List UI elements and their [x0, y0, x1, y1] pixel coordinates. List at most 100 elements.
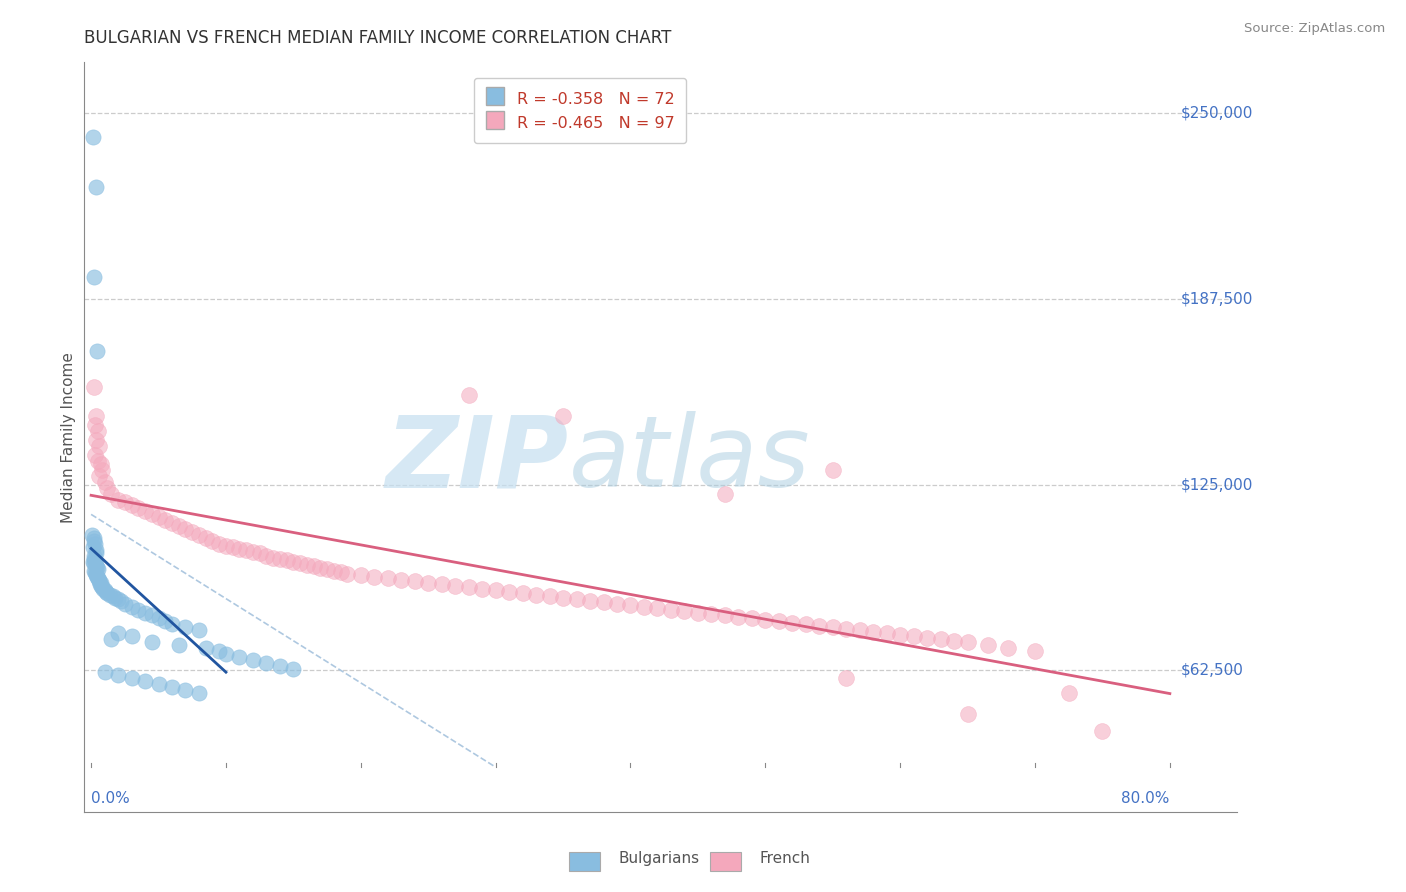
Point: [83, 531, 105, 545]
Point: [215, 539, 238, 553]
Point: [350, 568, 373, 582]
Point: [606, 597, 628, 611]
Point: [512, 586, 534, 600]
Point: [86, 546, 108, 560]
Point: [148, 677, 170, 691]
Point: [215, 647, 238, 661]
Point: [551, 409, 574, 424]
Point: [903, 629, 925, 643]
Point: [155, 615, 177, 629]
Point: [160, 680, 183, 694]
Point: [141, 635, 163, 649]
Point: [194, 641, 217, 656]
Point: [782, 615, 804, 630]
Point: [977, 638, 1000, 652]
Point: [96, 481, 118, 495]
Point: [174, 620, 197, 634]
Text: $62,500: $62,500: [1181, 663, 1243, 678]
Point: [835, 622, 858, 636]
Point: [876, 626, 898, 640]
Y-axis label: Median Family Income: Median Family Income: [60, 351, 76, 523]
Point: [269, 659, 291, 673]
Point: [329, 566, 352, 580]
Point: [83, 557, 105, 571]
Point: [174, 522, 197, 536]
Point: [228, 541, 250, 556]
Point: [87, 562, 110, 576]
Point: [148, 611, 170, 625]
Point: [538, 589, 561, 603]
Point: [83, 379, 105, 393]
Point: [1057, 686, 1080, 700]
Point: [714, 486, 737, 500]
Point: [127, 602, 149, 616]
Point: [127, 501, 149, 516]
Point: [322, 564, 344, 578]
Point: [471, 582, 494, 596]
Point: [84, 537, 107, 551]
Text: $250,000: $250,000: [1181, 105, 1253, 120]
Point: [148, 510, 170, 524]
Point: [498, 584, 520, 599]
Point: [87, 424, 110, 438]
Point: [565, 592, 588, 607]
Point: [249, 546, 271, 560]
Point: [134, 606, 156, 620]
Point: [794, 617, 817, 632]
Point: [686, 606, 709, 620]
Point: [121, 599, 143, 614]
Legend: R = -0.358   N = 72, R = -0.465   N = 97: R = -0.358 N = 72, R = -0.465 N = 97: [474, 78, 686, 143]
Point: [579, 593, 602, 607]
Point: [93, 583, 115, 598]
Point: [741, 611, 763, 625]
Point: [889, 628, 911, 642]
Point: [83, 549, 105, 563]
Point: [997, 641, 1019, 656]
Point: [659, 602, 682, 616]
Point: [808, 619, 831, 633]
Point: [89, 439, 111, 453]
Point: [377, 571, 399, 585]
Point: [754, 613, 776, 627]
Point: [956, 706, 979, 721]
Point: [418, 575, 440, 590]
Point: [84, 566, 107, 580]
Point: [619, 598, 641, 612]
Point: [86, 343, 108, 358]
Point: [242, 653, 264, 667]
Point: [94, 584, 117, 599]
Point: [336, 566, 359, 581]
Point: [87, 454, 110, 468]
Point: [83, 564, 105, 578]
Point: [174, 682, 197, 697]
Point: [82, 540, 104, 554]
Point: [288, 557, 311, 571]
Point: [89, 577, 111, 591]
Point: [141, 608, 163, 623]
Point: [188, 624, 211, 638]
Point: [96, 586, 118, 600]
Point: [242, 544, 264, 558]
Point: [87, 571, 110, 585]
Text: Source: ZipAtlas.com: Source: ZipAtlas.com: [1244, 22, 1385, 36]
Point: [83, 269, 105, 284]
Point: [444, 579, 467, 593]
Point: [93, 665, 115, 679]
Point: [821, 620, 844, 634]
Point: [727, 610, 749, 624]
Point: [86, 568, 108, 582]
Point: [316, 562, 339, 576]
Point: [592, 595, 614, 609]
Point: [82, 528, 104, 542]
Point: [167, 519, 190, 533]
Point: [1024, 644, 1046, 658]
Point: [254, 656, 277, 670]
Point: [524, 588, 547, 602]
Point: [254, 549, 277, 563]
Point: [221, 540, 243, 554]
Point: [201, 534, 224, 549]
Point: [90, 457, 112, 471]
Point: [633, 599, 655, 614]
Point: [107, 592, 129, 607]
Point: [302, 559, 325, 574]
